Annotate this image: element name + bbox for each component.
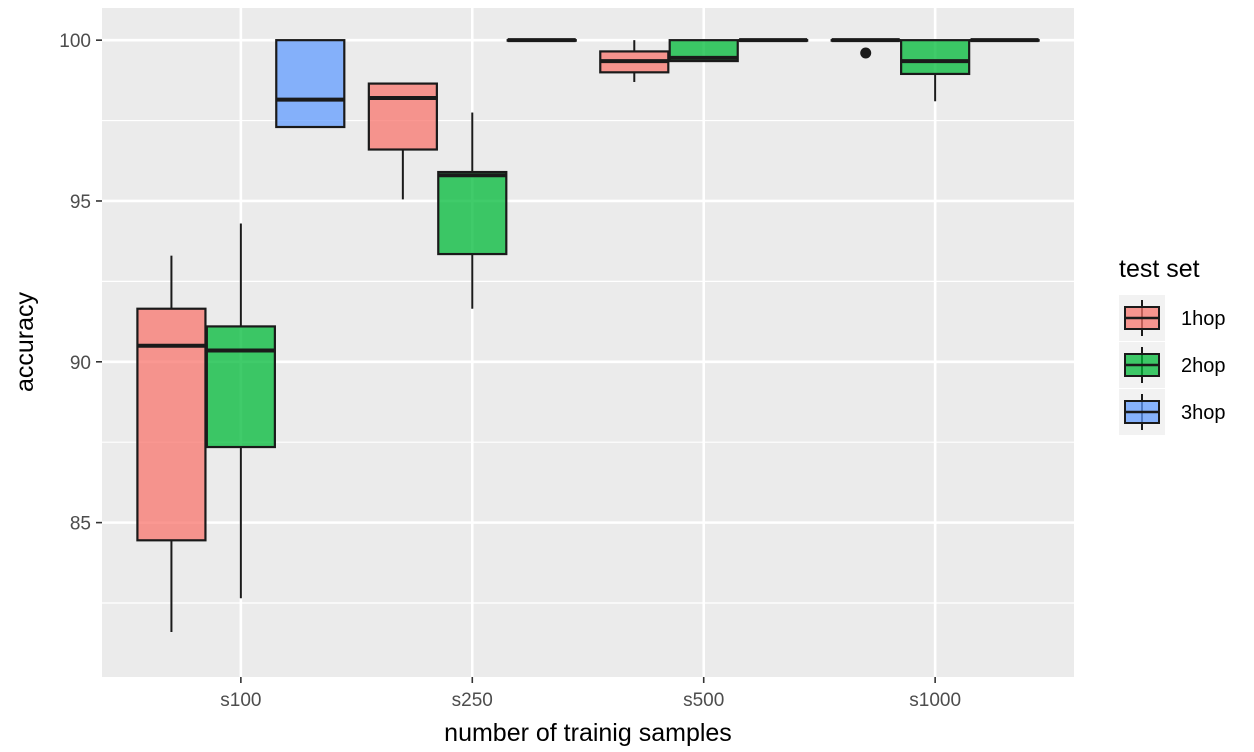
legend-key-3hop [1119, 389, 1165, 435]
legend-title: test set [1119, 255, 1200, 283]
y-tick-label: 90 [70, 353, 91, 374]
y-tick-label: 95 [70, 192, 91, 213]
y-tick-label: 85 [70, 514, 91, 535]
box-body [668, 39, 739, 63]
box-body [136, 307, 207, 542]
y-tick-label: 100 [59, 31, 91, 52]
x-axis: s100 s250 s500 s1000 [220, 677, 961, 711]
box-body [900, 39, 971, 76]
box-3hop-s250 [506, 38, 577, 43]
x-tick-label: s100 [220, 690, 261, 711]
box-2hop-s500 [668, 39, 739, 63]
x-tick-label: s250 [452, 690, 493, 711]
box-3hop-s500 [738, 38, 809, 43]
box-2hop-s250 [437, 112, 508, 309]
x-axis-title: number of trainig samples [444, 719, 732, 747]
box-series-layer [136, 38, 1040, 632]
legend-label-3hop: 3hop [1181, 402, 1226, 424]
legend-label-2hop: 2hop [1181, 355, 1226, 377]
box-body [367, 82, 438, 151]
x-tick-label: s1000 [909, 690, 961, 711]
y-axis: 85 90 95 100 [59, 31, 102, 535]
box-body [437, 170, 508, 256]
box-body [275, 39, 346, 129]
outlier-point [860, 47, 872, 59]
box-2hop-s1000 [900, 39, 971, 102]
major-gridlines [102, 8, 1074, 677]
y-axis-title: accuracy [11, 291, 39, 392]
legend-key-2hop [1119, 342, 1165, 388]
box-3hop-s1000 [969, 38, 1040, 43]
box-1hop-s500 [599, 40, 670, 82]
box-1hop-s250 [367, 82, 438, 200]
box-1hop-s100 [136, 255, 207, 632]
box-2hop-s100 [205, 223, 276, 599]
box-body [205, 325, 276, 449]
legend: test set 1hop 2hop 3hop [1119, 255, 1226, 435]
box-1hop-s1000 [830, 38, 901, 59]
box-3hop-s100 [275, 39, 346, 129]
legend-key-1hop [1119, 295, 1165, 341]
x-tick-label: s500 [683, 690, 724, 711]
legend-label-1hop: 1hop [1181, 308, 1226, 330]
